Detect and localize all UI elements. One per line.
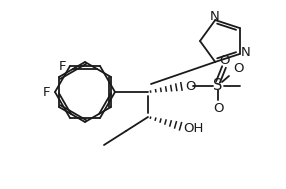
Text: N: N xyxy=(241,46,251,59)
Text: OH: OH xyxy=(183,122,203,136)
Text: F: F xyxy=(58,60,66,73)
Text: F: F xyxy=(43,85,51,98)
Text: S: S xyxy=(213,78,223,94)
Text: O: O xyxy=(233,63,243,75)
Text: N: N xyxy=(209,10,219,22)
Text: O: O xyxy=(219,53,229,67)
Text: O: O xyxy=(213,101,223,115)
Text: O: O xyxy=(185,80,195,92)
